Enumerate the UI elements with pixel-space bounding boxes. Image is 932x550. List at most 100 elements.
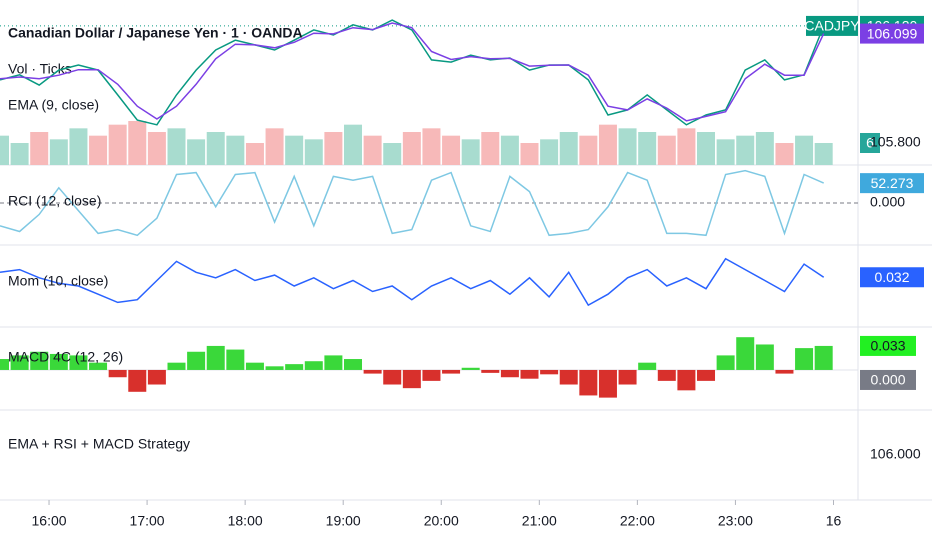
axis-label-box — [860, 369, 916, 390]
bar — [795, 348, 814, 370]
bar — [481, 132, 500, 165]
bar — [638, 362, 657, 370]
indicator-title: RCI (12, close) — [8, 193, 101, 209]
y-tick-label: 106.000 — [870, 446, 921, 462]
bar — [108, 124, 127, 165]
series-line — [0, 257, 825, 307]
bar — [187, 139, 206, 165]
bar — [775, 369, 794, 374]
bar — [187, 351, 206, 370]
bar — [108, 369, 127, 378]
x-tick-label: 21:00 — [522, 513, 557, 529]
bar — [500, 369, 519, 378]
axis-label: 106.099 — [867, 25, 918, 41]
bar — [500, 135, 519, 165]
bar — [304, 139, 323, 165]
bar — [30, 351, 49, 370]
bar — [69, 128, 88, 165]
series-line — [0, 22, 825, 122]
bar — [795, 135, 814, 165]
bar — [383, 369, 402, 385]
bar — [755, 132, 774, 165]
bar — [89, 135, 108, 165]
bar — [638, 132, 657, 165]
indicator-title: EMA + RSI + MACD Strategy — [8, 436, 190, 452]
bar — [89, 362, 108, 370]
bar — [775, 143, 794, 165]
bar — [304, 361, 323, 370]
bar — [285, 364, 304, 370]
bar — [598, 124, 617, 165]
bar — [10, 143, 29, 165]
bar — [618, 369, 637, 385]
axis-label-box — [860, 267, 924, 288]
axis-label: CADJPY — [804, 18, 860, 34]
bar — [245, 143, 264, 165]
series-line — [0, 19, 825, 126]
bar — [481, 369, 500, 373]
legend-label: EMA (9, close) — [8, 97, 99, 113]
bar — [814, 345, 833, 370]
x-tick-label: 20:00 — [424, 513, 459, 529]
bar — [677, 369, 696, 391]
bar — [422, 369, 441, 381]
bar — [540, 139, 559, 165]
bar — [265, 128, 284, 165]
bar — [755, 344, 774, 370]
bar — [226, 349, 245, 370]
bar — [657, 135, 676, 165]
bar — [402, 369, 421, 389]
y-tick-label: 105.800 — [870, 133, 921, 149]
bar — [697, 369, 716, 381]
indicator-title: Mom (10, close) — [8, 273, 108, 289]
bar — [442, 135, 461, 165]
bar — [598, 369, 617, 398]
bar — [147, 132, 166, 165]
axis-label-box — [860, 335, 916, 356]
axis-label-box — [860, 23, 924, 44]
bar — [814, 143, 833, 165]
bar — [265, 366, 284, 370]
axis-label: 0.000 — [870, 372, 905, 388]
bar — [520, 369, 539, 379]
bar — [363, 135, 382, 165]
bar — [716, 139, 735, 165]
x-tick-label: 22:00 — [620, 513, 655, 529]
bar — [49, 139, 68, 165]
x-tick-label: 19:00 — [326, 513, 361, 529]
bar — [49, 353, 68, 370]
axis-label: 6 — [866, 135, 874, 151]
x-tick-label: 16:00 — [32, 513, 67, 529]
bar — [657, 369, 676, 381]
bar — [677, 128, 696, 165]
bar — [736, 135, 755, 165]
bar — [697, 132, 716, 165]
bar — [324, 132, 343, 165]
axis-label-box — [806, 15, 858, 36]
bar — [579, 135, 598, 165]
bar — [147, 369, 166, 385]
axis-label-box — [860, 173, 924, 194]
bar — [559, 132, 578, 165]
x-tick-label: 23:00 — [718, 513, 753, 529]
bar — [167, 128, 186, 165]
bar — [559, 369, 578, 385]
bar — [206, 345, 225, 370]
bar — [206, 132, 225, 165]
bar — [0, 135, 9, 165]
y-tick-label: 0.000 — [870, 194, 905, 210]
axis-label: 52.273 — [871, 175, 914, 191]
series-line — [0, 169, 825, 237]
bar — [461, 367, 480, 370]
bar — [402, 132, 421, 165]
bar — [285, 135, 304, 165]
indicator-title: MACD 4C (12, 26) — [8, 349, 123, 365]
bar — [736, 337, 755, 370]
bar — [30, 132, 49, 165]
bar — [461, 139, 480, 165]
bar — [716, 355, 735, 370]
x-tick-label: 18:00 — [228, 513, 263, 529]
axis-label: 0.033 — [870, 338, 905, 354]
bar — [540, 369, 559, 375]
